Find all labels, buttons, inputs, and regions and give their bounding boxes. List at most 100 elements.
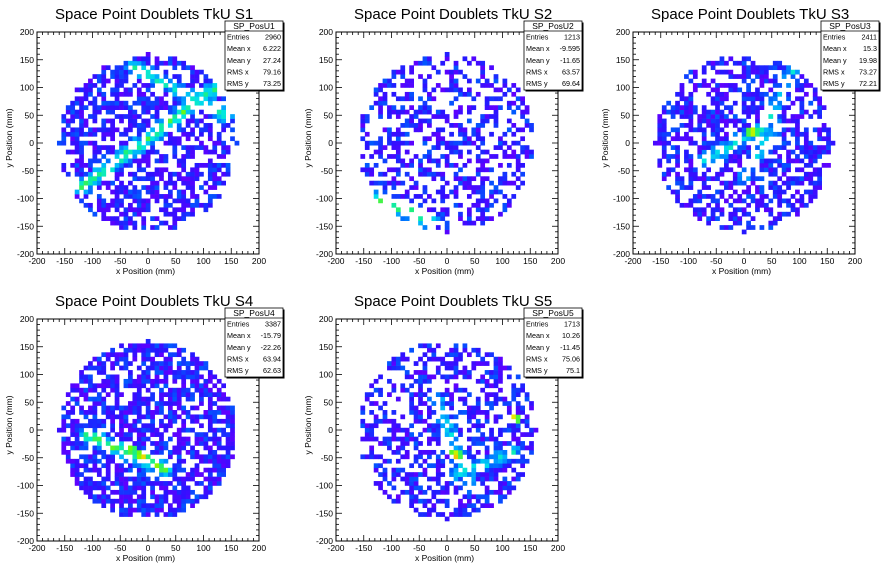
histogram-bin	[489, 392, 494, 397]
histogram-bin	[230, 441, 235, 446]
histogram-bin	[511, 449, 517, 455]
histogram-bin	[378, 136, 383, 142]
histogram-bin	[83, 83, 89, 88]
histogram-bin	[688, 96, 694, 102]
histogram-bin	[404, 171, 410, 177]
histogram-bin	[123, 91, 129, 97]
histogram-bin	[65, 441, 71, 446]
histogram-bin	[391, 418, 397, 424]
histogram-bin	[167, 225, 173, 230]
histogram-bin	[817, 105, 822, 110]
histogram-bin	[826, 140, 831, 146]
histogram-bin	[391, 476, 397, 482]
histogram-bin	[74, 476, 80, 482]
histogram-bin	[150, 392, 155, 397]
histogram-bin	[471, 481, 477, 486]
histogram-bin	[101, 365, 107, 371]
histogram-bin	[145, 374, 151, 380]
histogram-bin	[101, 401, 107, 406]
histogram-bin	[466, 105, 472, 110]
y-tick-label: 200	[319, 314, 333, 324]
histogram-bin	[114, 220, 120, 226]
stat-value: 15.3	[863, 44, 877, 53]
histogram-bin	[444, 158, 450, 164]
histogram-bin	[453, 194, 459, 199]
histogram-bin	[449, 441, 454, 446]
histogram-bin	[101, 123, 107, 128]
histogram-bin	[400, 454, 406, 460]
histogram-bin	[163, 472, 169, 477]
histogram-bin	[409, 494, 414, 500]
histogram-bin	[453, 436, 459, 442]
histogram-bin	[475, 136, 481, 142]
histogram-bin	[453, 414, 459, 420]
histogram-bin	[489, 370, 494, 375]
x-tick-label: 0	[146, 256, 151, 266]
histogram-bin	[212, 176, 218, 182]
histogram-bin	[199, 436, 204, 442]
histogram-bin	[515, 414, 521, 420]
histogram-bin	[203, 436, 209, 442]
histogram-bin	[136, 123, 142, 128]
histogram-bin	[404, 432, 410, 437]
histogram-bin	[763, 167, 769, 173]
histogram-bin	[427, 74, 432, 79]
histogram-bin	[159, 436, 164, 442]
histogram-bin	[136, 167, 142, 173]
histogram-bin	[181, 347, 187, 353]
histogram-bin	[123, 127, 129, 133]
y-tick-label: -100	[17, 481, 34, 491]
y-tick-label: 100	[319, 370, 333, 380]
histogram-bin	[444, 516, 450, 522]
histogram-bin	[181, 131, 187, 137]
histogram-bin	[172, 485, 178, 491]
histogram-bin	[230, 427, 235, 433]
histogram-bin	[207, 167, 213, 173]
histogram-bin	[119, 467, 124, 473]
histogram-bin	[391, 185, 397, 190]
histogram-bin	[79, 432, 84, 437]
histogram-bin	[101, 131, 107, 137]
histogram-bin	[719, 167, 725, 173]
histogram-bin	[741, 60, 747, 66]
histogram-bin	[199, 162, 204, 168]
histogram-bin	[418, 498, 423, 504]
histogram-bin	[119, 114, 124, 119]
histogram-bin	[458, 109, 463, 115]
histogram-bin	[427, 454, 432, 460]
histogram-bin	[493, 123, 499, 128]
stat-value: 75.1	[566, 366, 580, 375]
histogram-bin	[154, 503, 160, 508]
histogram-bin	[132, 158, 138, 164]
histogram-bin	[199, 414, 204, 420]
histogram-bin	[484, 467, 490, 473]
histogram-bin	[207, 83, 213, 88]
histogram-bin	[163, 494, 169, 500]
histogram-bin	[484, 463, 490, 469]
histogram-bin	[422, 512, 428, 517]
histogram-bin	[159, 423, 164, 429]
histogram-bin	[181, 467, 187, 473]
histogram-bin	[221, 114, 226, 119]
histogram-bin	[795, 87, 800, 93]
histogram-bin	[163, 87, 169, 93]
histogram-bin	[715, 127, 720, 133]
histogram-bin	[181, 189, 187, 195]
histogram-bin	[176, 427, 182, 433]
histogram-bin	[719, 114, 725, 119]
histogram-bin	[409, 436, 414, 442]
histogram-bin	[475, 352, 481, 358]
histogram-bin	[119, 503, 124, 508]
histogram-bin	[96, 396, 102, 402]
histogram-bin	[163, 467, 169, 473]
histogram-bin	[110, 109, 115, 115]
histogram-bin	[515, 405, 521, 411]
histogram-bin	[781, 131, 787, 137]
histogram-bin	[466, 494, 472, 500]
y-axis-label: y Position (mm)	[303, 395, 313, 454]
histogram-bin	[395, 449, 401, 455]
histogram-bin	[132, 401, 138, 406]
histogram-bin	[110, 387, 115, 393]
histogram-bin	[136, 378, 142, 384]
histogram-bin	[493, 96, 499, 102]
